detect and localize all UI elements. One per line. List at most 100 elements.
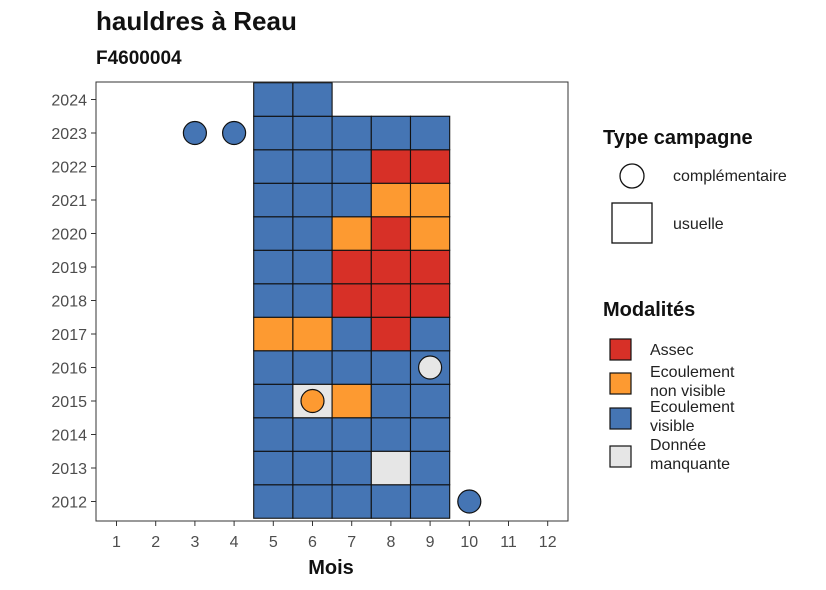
tile-2023-6 [292, 115, 333, 151]
tile-2020-7 [331, 216, 372, 251]
tile-2024-6 [292, 82, 333, 117]
x-tick-label-8: 8 [386, 534, 395, 551]
legend-label-line: Ecoulement [650, 364, 735, 381]
x-tick-label-2: 2 [151, 534, 160, 551]
tile-2016-6 [292, 350, 333, 385]
y-tick-label-2022: 2022 [51, 160, 87, 177]
x-tick-label-11: 11 [500, 534, 517, 551]
point-2015-6 [300, 388, 325, 414]
tile-2013-6 [292, 450, 333, 486]
tile-2014-5 [253, 417, 294, 452]
tile-2022-7 [331, 149, 372, 184]
tile-2018-5 [253, 283, 294, 318]
chart-title: hauldres à Reau [96, 6, 297, 36]
x-tick-label-4: 4 [230, 534, 239, 551]
tile-2020-9 [409, 216, 451, 251]
y-tick-label-2023: 2023 [51, 126, 87, 143]
legend-type-title: Type campagne [603, 127, 753, 149]
x-tick-label-10: 10 [460, 534, 478, 551]
tile-2020-5 [253, 216, 294, 251]
point-2023-3 [182, 120, 207, 146]
tile-2023-7 [331, 115, 372, 151]
tile-2019-6 [292, 249, 333, 285]
y-axis: 2012 2013 2014 2015 2016 2017 2018 2019 2020 2021… [51, 93, 96, 512]
y-tick-label-2021: 2021 [51, 193, 87, 210]
legend-key-ecoulement-non-visible [609, 372, 632, 395]
plot-panel-border [95, 81, 569, 522]
y-tick-label-2020: 2020 [51, 227, 87, 244]
tile-2020-8 [370, 216, 412, 251]
tile-2022-8 [370, 149, 412, 184]
legend-label-line: manquante [650, 456, 730, 473]
tile-2017-7 [331, 316, 372, 352]
x-tick-label-6: 6 [308, 534, 317, 551]
tile-2022-6 [292, 149, 333, 184]
chart-subtitle: F4600004 [96, 48, 182, 69]
tile-2021-7 [331, 182, 372, 218]
tile-2019-5 [253, 249, 294, 285]
tile-2024-5 [253, 82, 294, 117]
tile-2023-9 [409, 115, 451, 151]
x-tick-label-1: 1 [112, 534, 121, 551]
tile-2022-9 [409, 149, 451, 184]
tile-layer [253, 82, 451, 519]
legend-label-line: non visible [650, 383, 726, 400]
legend-square-symbol [611, 202, 653, 244]
tile-2012-7 [331, 484, 372, 519]
tile-2023-8 [370, 115, 412, 151]
tile-2022-5 [253, 149, 294, 184]
legend-modalites-title: Modalités [603, 299, 695, 321]
tile-2015-9 [409, 383, 451, 419]
tile-2017-6 [292, 316, 333, 352]
tile-2021-8 [370, 182, 412, 218]
tile-2021-5 [253, 182, 294, 218]
y-tick-label-2013: 2013 [51, 461, 87, 478]
tile-2012-6 [292, 484, 333, 519]
legend-type-campagne: Type campagne complémentaire usuelle [603, 127, 787, 244]
tile-2013-9 [409, 450, 451, 486]
legend-label-line: Ecoulement [650, 399, 735, 416]
y-tick-label-2018: 2018 [51, 294, 87, 311]
x-tick-label-12: 12 [539, 534, 557, 551]
tile-2012-9 [409, 484, 451, 519]
tile-2017-9 [409, 316, 451, 352]
legend-key-assec [609, 338, 632, 361]
tile-2016-5 [253, 350, 294, 385]
tile-2018-9 [409, 283, 451, 318]
tile-2014-9 [409, 417, 451, 452]
tile-2015-7 [331, 383, 372, 419]
legend-usuelle-label: usuelle [673, 216, 724, 233]
tile-2014-6 [292, 417, 333, 452]
tile-2021-9 [409, 182, 451, 218]
x-tick-label-9: 9 [426, 534, 435, 551]
tile-2019-8 [370, 249, 412, 285]
point-2016-9 [418, 355, 443, 380]
tile-2021-6 [292, 182, 333, 218]
x-axis: 1 2 3 4 5 6 7 8 9 10 11 12 [112, 521, 557, 551]
tile-2016-7 [331, 350, 372, 385]
tile-2015-8 [370, 383, 412, 419]
tile-2015-5 [253, 383, 294, 419]
tile-2018-6 [292, 283, 333, 318]
x-tick-label-5: 5 [269, 534, 278, 551]
tile-2019-7 [331, 249, 372, 285]
tile-2013-8 [370, 450, 412, 486]
point-layer [182, 120, 482, 514]
point-2023-4 [222, 120, 247, 146]
tile-2017-8 [370, 316, 412, 352]
tile-2016-8 [370, 350, 412, 385]
x-axis-title: Mois [308, 557, 354, 579]
y-tick-label-2016: 2016 [51, 361, 87, 378]
tile-2012-8 [370, 484, 412, 519]
tile-2014-7 [331, 417, 372, 452]
y-tick-label-2014: 2014 [51, 428, 87, 445]
y-tick-label-2012: 2012 [51, 495, 87, 512]
tile-2013-7 [331, 450, 372, 486]
legend-label-line: Donnée [650, 437, 706, 454]
tile-2013-5 [253, 450, 294, 486]
legend-label-line: visible [650, 418, 695, 435]
legend-label-line: Assec [650, 342, 694, 359]
tile-2018-8 [370, 283, 412, 318]
tile-2023-5 [253, 115, 294, 151]
